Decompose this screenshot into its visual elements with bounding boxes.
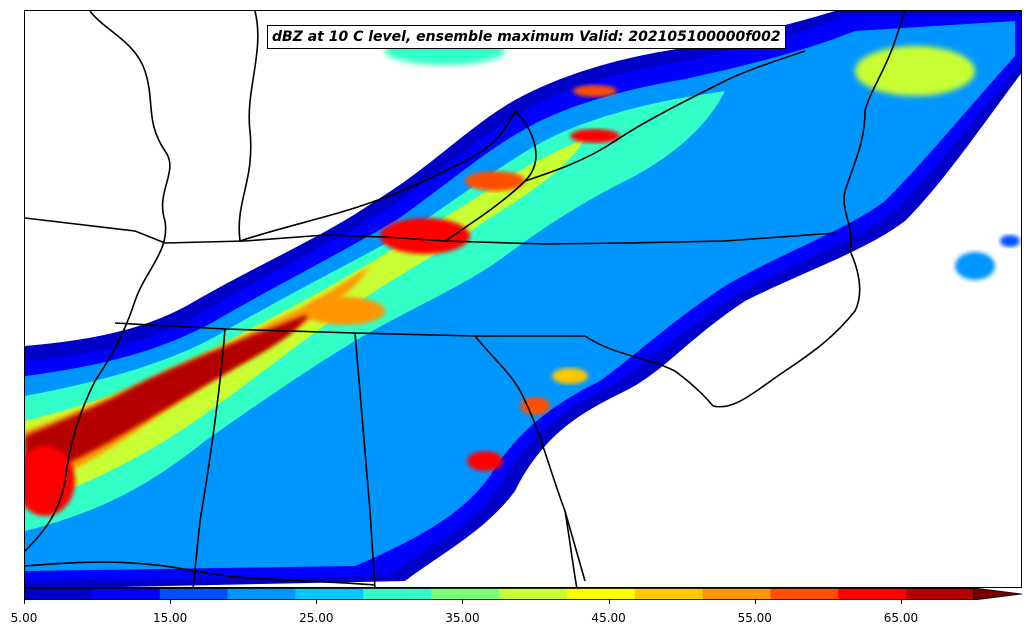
- colorbar-tick: [316, 599, 318, 604]
- precip-band-20dbz: [25, 21, 1015, 571]
- colorbar-tick: [462, 599, 464, 604]
- precip-core-65dbz: [25, 313, 310, 479]
- precip-field: [25, 11, 1021, 587]
- colorbar-tick-label: 25.00: [299, 611, 334, 625]
- colorbar-tick-label: 5.00: [10, 611, 38, 625]
- colorbar-segment: [159, 588, 229, 600]
- gulf-coast: [25, 561, 376, 586]
- colorbar-segment: [431, 588, 500, 600]
- colorbar-segment: [906, 588, 975, 600]
- colorbar-segment: [24, 588, 93, 600]
- colorbar-tick-label: 15.00: [152, 611, 188, 625]
- mississippi-river: [25, 11, 171, 552]
- colorbar-tick: [900, 599, 902, 604]
- colorbar: [24, 588, 1023, 600]
- colorbar-segment: [634, 588, 704, 600]
- colorbar-segment: [227, 588, 296, 600]
- tn-ky-border: [25, 217, 836, 245]
- map-title: dBZ at 10 C level, ensemble maximum Vali…: [267, 25, 786, 49]
- colorbar-tick: [608, 599, 610, 604]
- wv-va-border: [524, 50, 806, 182]
- colorbar-segment: [295, 588, 364, 600]
- colorbar-tick-label: 55.00: [737, 611, 772, 625]
- reflectivity-map: [25, 11, 1021, 587]
- colorbar-segment: [91, 588, 161, 600]
- boundaries: [25, 11, 906, 587]
- colorbar-tick: [24, 599, 25, 604]
- colorbar-segment: [838, 588, 907, 600]
- al-ga-border: [354, 332, 376, 587]
- colorbar-segment: [499, 588, 568, 600]
- ms-al-border: [192, 328, 226, 587]
- atlantic-coast: [712, 11, 906, 408]
- colorbar-segment: [770, 588, 839, 600]
- map-frame: dBZ at 10 C level, ensemble maximum Vali…: [24, 10, 1022, 588]
- nc-sc-border: [584, 335, 714, 407]
- colorbar-tick: [754, 599, 756, 604]
- colorbar-tick: [170, 599, 172, 604]
- ohio-river: [239, 110, 516, 242]
- illinois-border: [238, 11, 259, 242]
- florida-coast: [564, 510, 578, 587]
- colorbar-segment: [363, 588, 432, 600]
- colorbar-outline: [24, 588, 974, 600]
- colorbar-segment: [566, 588, 636, 600]
- ky-wv-border: [444, 110, 537, 242]
- colorbar-extend-triangle: [973, 588, 1023, 600]
- colorbar-tick-label: 45.00: [591, 611, 626, 625]
- colorbar-tick-label: 65.00: [883, 611, 919, 625]
- colorbar-segment: [702, 588, 771, 600]
- ga-sc-border: [474, 335, 586, 582]
- colorbar-tick-label: 35.00: [445, 611, 480, 625]
